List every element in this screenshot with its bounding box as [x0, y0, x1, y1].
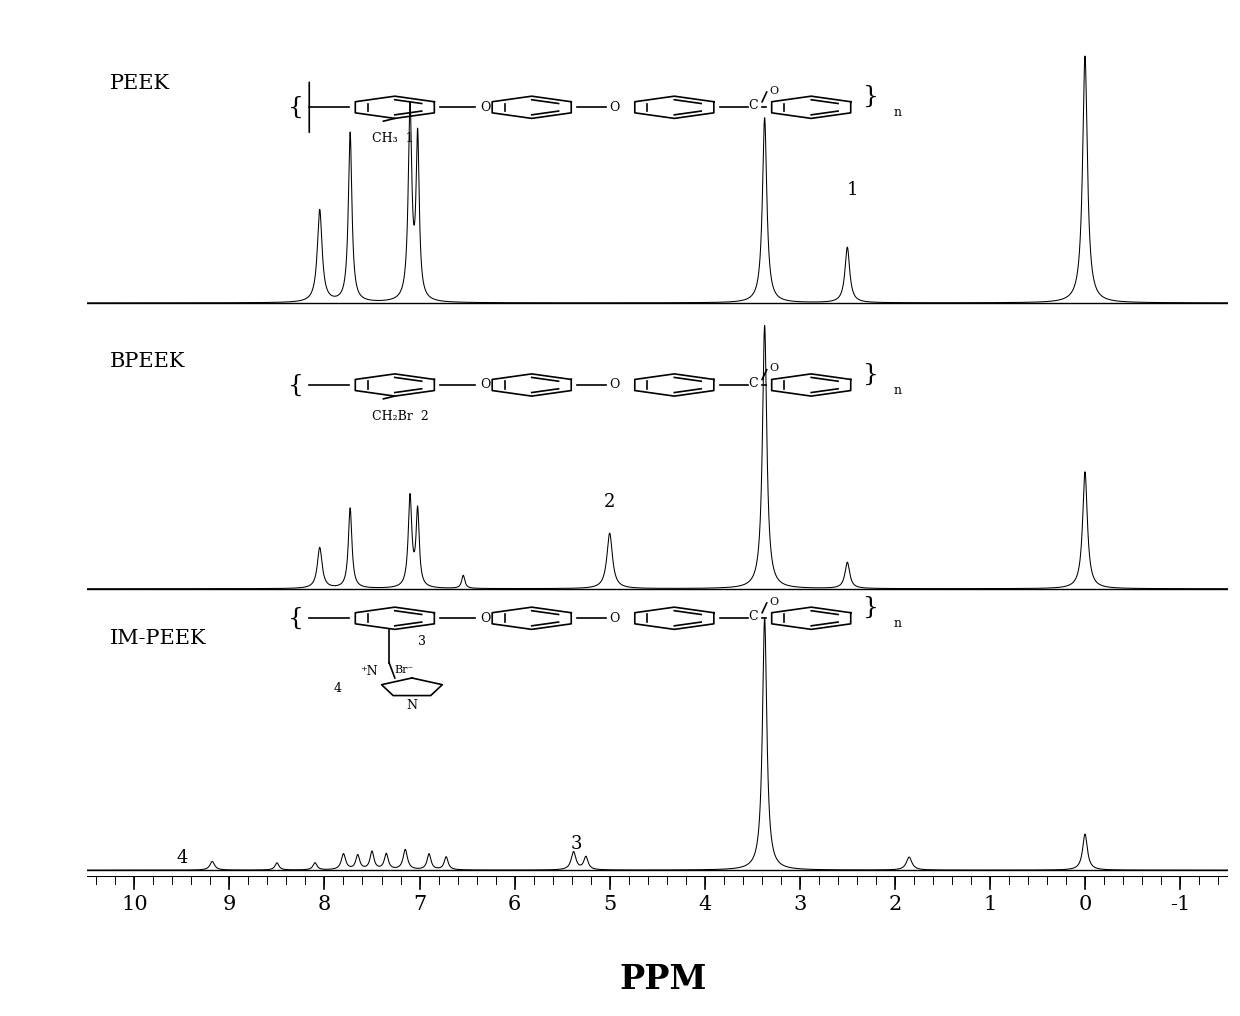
Text: O: O [769, 596, 779, 607]
Text: C: C [749, 100, 758, 113]
Text: 2: 2 [888, 895, 901, 914]
Text: IM-PEEK: IM-PEEK [109, 629, 206, 648]
Text: BPEEK: BPEEK [109, 352, 185, 371]
Text: CH₃  1: CH₃ 1 [372, 132, 414, 145]
Text: 7: 7 [413, 895, 427, 914]
Text: 1: 1 [847, 181, 858, 199]
Text: 8: 8 [317, 895, 331, 914]
Text: O: O [769, 364, 779, 373]
Text: 4: 4 [176, 849, 187, 867]
Text: O: O [609, 101, 620, 114]
Text: C: C [749, 611, 758, 624]
Text: 0: 0 [1079, 895, 1091, 914]
Text: O: O [769, 85, 779, 96]
Text: 3: 3 [794, 895, 806, 914]
Text: 10: 10 [122, 895, 148, 914]
Text: 2: 2 [604, 493, 615, 511]
Text: -1: -1 [1169, 895, 1190, 914]
Text: 9: 9 [223, 895, 236, 914]
Text: }: } [863, 84, 879, 108]
Text: 3: 3 [570, 834, 582, 852]
Text: ⁺N: ⁺N [360, 665, 378, 679]
Text: O: O [609, 379, 620, 391]
Text: 5: 5 [603, 895, 616, 914]
Text: C: C [749, 377, 758, 390]
Text: PPM: PPM [620, 963, 707, 996]
Text: O: O [609, 612, 620, 625]
Text: n: n [893, 107, 901, 119]
Text: {: { [288, 96, 304, 119]
Text: O: O [480, 612, 491, 625]
Text: CH₂Br  2: CH₂Br 2 [372, 410, 429, 423]
Text: Br⁻: Br⁻ [394, 665, 414, 676]
Text: }: } [863, 595, 879, 619]
Text: PEEK: PEEK [109, 74, 170, 93]
Text: {: { [288, 374, 304, 396]
Text: 1: 1 [983, 895, 997, 914]
Text: 3: 3 [418, 635, 425, 648]
Text: n: n [893, 384, 901, 397]
Text: O: O [480, 101, 491, 114]
Text: O: O [480, 379, 491, 391]
Text: }: } [863, 363, 879, 385]
Text: n: n [893, 618, 901, 630]
Text: {: { [288, 607, 304, 630]
Text: 4: 4 [334, 682, 342, 695]
Text: 6: 6 [508, 895, 521, 914]
Text: N: N [407, 699, 418, 712]
Text: 4: 4 [698, 895, 712, 914]
